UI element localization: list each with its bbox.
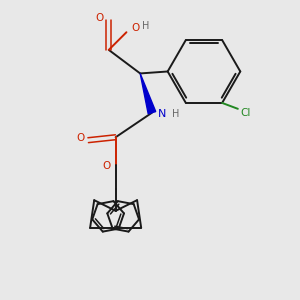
Text: N: N: [158, 109, 166, 119]
Text: O: O: [131, 23, 140, 33]
Text: H: H: [172, 109, 179, 119]
Text: O: O: [96, 13, 104, 22]
Text: H: H: [142, 21, 149, 31]
Text: O: O: [103, 161, 111, 171]
Text: Cl: Cl: [241, 108, 251, 118]
Polygon shape: [140, 74, 156, 114]
Text: O: O: [76, 133, 84, 143]
